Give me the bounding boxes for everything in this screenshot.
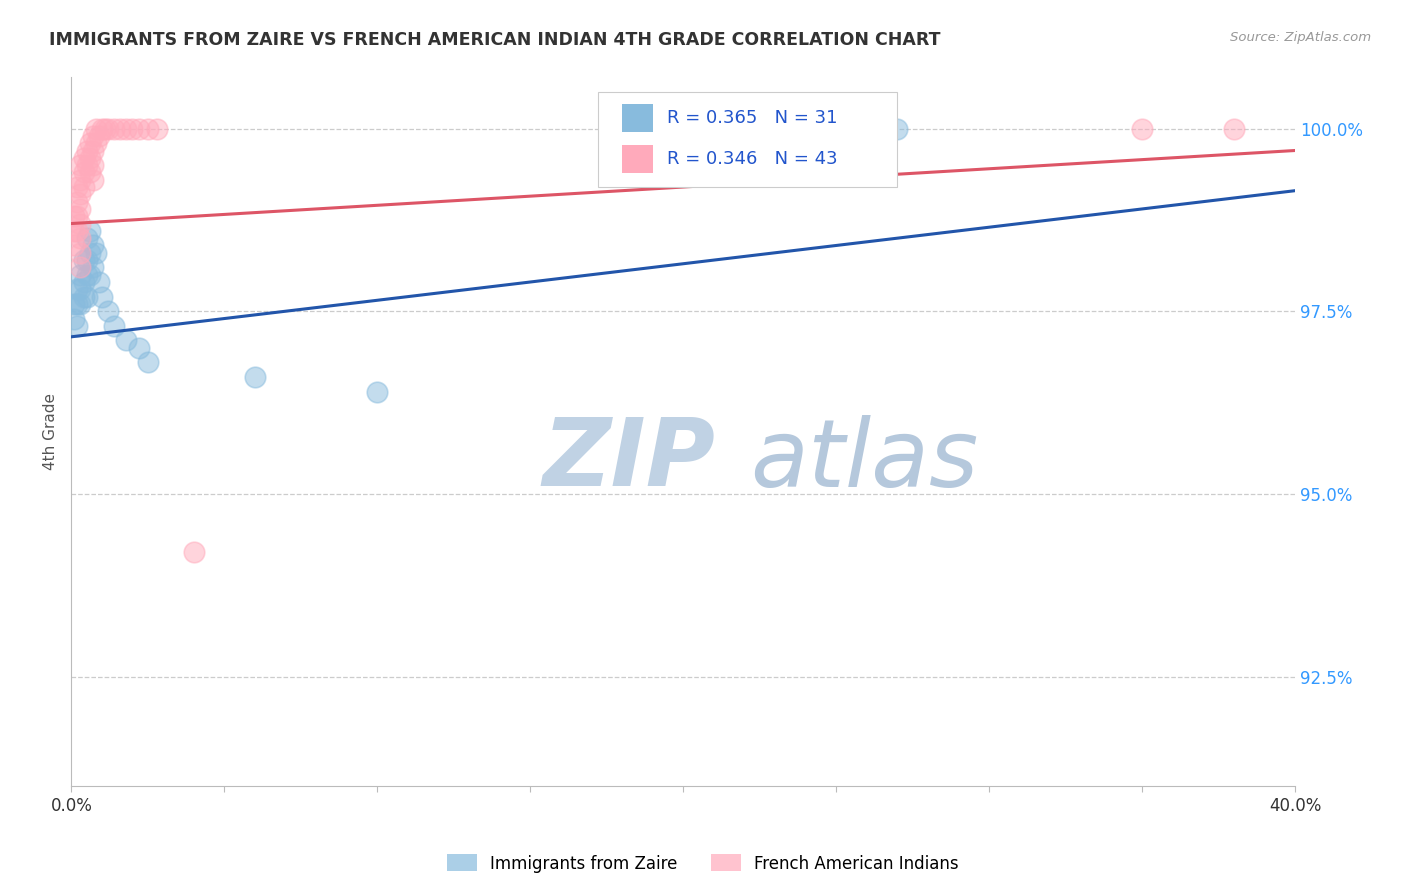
Point <box>243 370 266 384</box>
Point <box>72 151 94 165</box>
Point <box>82 158 104 172</box>
Point <box>87 275 110 289</box>
Point <box>110 121 132 136</box>
Point <box>79 151 101 165</box>
Point <box>82 172 104 186</box>
Point <box>366 384 388 399</box>
Point <box>90 290 112 304</box>
Point <box>82 238 104 252</box>
Point <box>136 355 159 369</box>
Point <box>103 121 125 136</box>
Point <box>72 275 94 289</box>
Point <box>79 268 101 282</box>
Point <box>69 202 91 216</box>
Point <box>128 341 150 355</box>
Point <box>146 121 169 136</box>
Text: ZIP: ZIP <box>543 414 716 506</box>
Point <box>94 121 117 136</box>
Point <box>66 209 89 223</box>
Point <box>63 209 86 223</box>
FancyBboxPatch shape <box>598 92 897 187</box>
Point <box>115 334 138 348</box>
Point <box>69 217 91 231</box>
Text: IMMIGRANTS FROM ZAIRE VS FRENCH AMERICAN INDIAN 4TH GRADE CORRELATION CHART: IMMIGRANTS FROM ZAIRE VS FRENCH AMERICAN… <box>49 31 941 49</box>
Text: Source: ZipAtlas.com: Source: ZipAtlas.com <box>1230 31 1371 45</box>
Point <box>69 245 91 260</box>
Point <box>66 297 89 311</box>
Point <box>69 268 91 282</box>
Point <box>69 297 91 311</box>
Point <box>886 121 908 136</box>
Point <box>90 121 112 136</box>
FancyBboxPatch shape <box>621 103 652 132</box>
Point <box>66 194 89 209</box>
Point <box>66 282 89 296</box>
Point <box>79 224 101 238</box>
Point <box>63 311 86 326</box>
Point <box>82 144 104 158</box>
Text: R = 0.346   N = 43: R = 0.346 N = 43 <box>668 150 838 168</box>
Point <box>76 144 98 158</box>
Point <box>1130 121 1153 136</box>
Point <box>63 297 86 311</box>
Point <box>69 231 91 245</box>
Y-axis label: 4th Grade: 4th Grade <box>44 393 58 470</box>
Point <box>79 136 101 151</box>
Point <box>136 121 159 136</box>
Point <box>1223 121 1246 136</box>
Point <box>69 187 91 202</box>
Point <box>87 128 110 143</box>
Point <box>79 245 101 260</box>
Point <box>72 253 94 268</box>
Text: R = 0.365   N = 31: R = 0.365 N = 31 <box>668 109 838 127</box>
Point <box>76 268 98 282</box>
Point <box>66 180 89 194</box>
Point <box>84 245 107 260</box>
Point <box>63 238 86 252</box>
Point <box>76 253 98 268</box>
Point <box>66 224 89 238</box>
Point <box>128 121 150 136</box>
Legend: Immigrants from Zaire, French American Indians: Immigrants from Zaire, French American I… <box>440 847 966 880</box>
Point <box>183 545 205 559</box>
Point <box>76 290 98 304</box>
FancyBboxPatch shape <box>621 145 652 173</box>
Point <box>72 290 94 304</box>
Point <box>69 172 91 186</box>
Point <box>121 121 143 136</box>
Point <box>79 165 101 179</box>
Point <box>63 224 86 238</box>
Point <box>103 318 125 333</box>
Point <box>66 318 89 333</box>
Text: atlas: atlas <box>751 415 979 506</box>
Point <box>82 260 104 275</box>
Point <box>84 136 107 151</box>
Point <box>76 158 98 172</box>
Point <box>69 282 91 296</box>
Point <box>69 260 91 275</box>
Point <box>84 121 107 136</box>
Point <box>97 121 120 136</box>
Point <box>97 304 120 318</box>
Point <box>76 231 98 245</box>
Point <box>115 121 138 136</box>
Point <box>82 128 104 143</box>
Point <box>69 158 91 172</box>
Point <box>72 180 94 194</box>
Point <box>72 165 94 179</box>
